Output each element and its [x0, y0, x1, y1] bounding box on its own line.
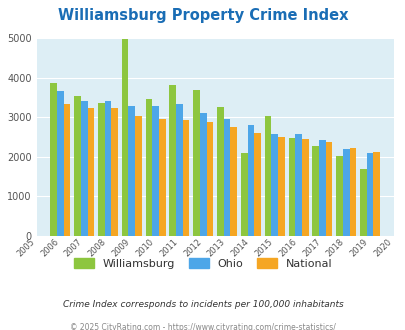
- Bar: [81, 101, 87, 236]
- Bar: [335, 155, 342, 236]
- Bar: [104, 101, 111, 236]
- Text: Williamsburg Property Crime Index: Williamsburg Property Crime Index: [58, 8, 347, 23]
- Bar: [311, 147, 318, 236]
- Bar: [349, 148, 355, 236]
- Bar: [145, 99, 152, 236]
- Bar: [288, 138, 294, 236]
- Bar: [318, 140, 325, 236]
- Text: Crime Index corresponds to incidents per 100,000 inhabitants: Crime Index corresponds to incidents per…: [62, 300, 343, 309]
- Bar: [240, 153, 247, 236]
- Bar: [135, 116, 141, 236]
- Legend: Williamsburg, Ohio, National: Williamsburg, Ohio, National: [69, 254, 336, 273]
- Bar: [57, 91, 64, 236]
- Text: © 2025 CityRating.com - https://www.cityrating.com/crime-statistics/: © 2025 CityRating.com - https://www.city…: [70, 323, 335, 330]
- Bar: [169, 85, 176, 236]
- Bar: [98, 103, 104, 236]
- Bar: [301, 139, 308, 236]
- Bar: [122, 39, 128, 236]
- Bar: [325, 143, 332, 236]
- Bar: [247, 125, 254, 236]
- Bar: [223, 119, 230, 236]
- Bar: [254, 133, 260, 236]
- Bar: [74, 96, 81, 236]
- Bar: [342, 149, 349, 236]
- Bar: [64, 104, 70, 236]
- Bar: [199, 113, 206, 236]
- Bar: [152, 107, 159, 236]
- Bar: [111, 109, 118, 236]
- Bar: [264, 116, 271, 236]
- Bar: [50, 83, 57, 236]
- Bar: [359, 169, 366, 236]
- Bar: [182, 119, 189, 236]
- Bar: [277, 137, 284, 236]
- Bar: [87, 108, 94, 236]
- Bar: [294, 134, 301, 236]
- Bar: [373, 152, 379, 236]
- Bar: [230, 127, 237, 236]
- Bar: [128, 106, 135, 236]
- Bar: [176, 104, 182, 236]
- Bar: [366, 153, 373, 236]
- Bar: [193, 90, 199, 236]
- Bar: [159, 119, 165, 236]
- Bar: [206, 121, 213, 236]
- Bar: [271, 134, 277, 236]
- Bar: [217, 107, 223, 236]
